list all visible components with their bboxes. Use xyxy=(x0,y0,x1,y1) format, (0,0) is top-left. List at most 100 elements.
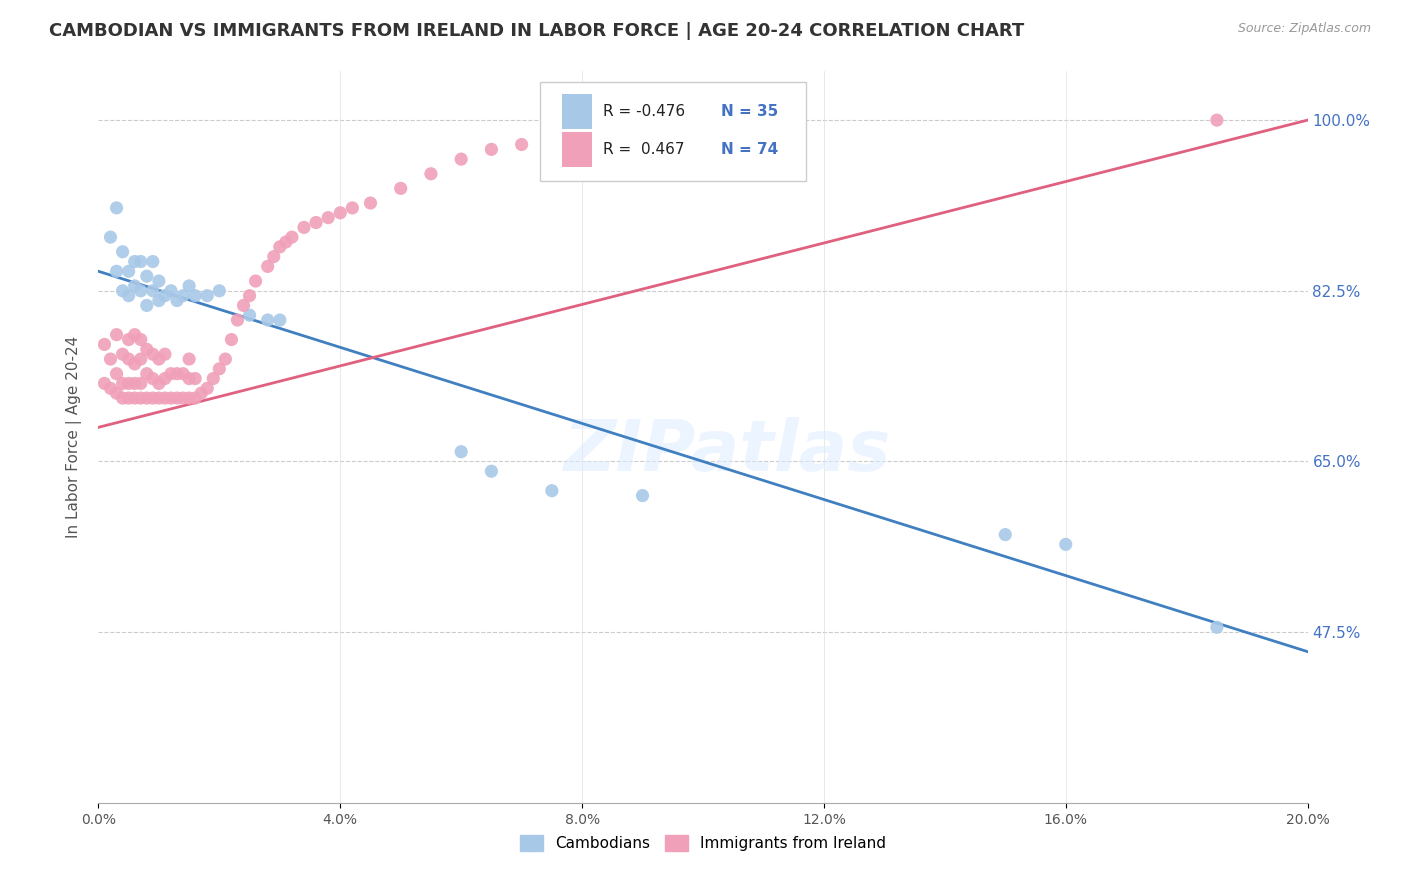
Point xyxy=(124,327,146,342)
Point xyxy=(100,381,122,395)
Point xyxy=(93,376,115,391)
Point xyxy=(195,288,218,302)
Point xyxy=(153,391,176,405)
Point xyxy=(135,298,157,312)
Text: R = -0.476: R = -0.476 xyxy=(603,104,685,120)
Point xyxy=(166,293,188,308)
Text: N = 74: N = 74 xyxy=(721,142,779,157)
Point xyxy=(281,230,304,244)
Point xyxy=(305,215,328,229)
Point xyxy=(135,269,157,284)
Text: R =  0.467: R = 0.467 xyxy=(603,142,685,157)
Point xyxy=(105,327,128,342)
Point xyxy=(142,254,165,268)
Point xyxy=(129,254,152,268)
Point xyxy=(389,181,412,195)
Point xyxy=(118,376,141,391)
Y-axis label: In Labor Force | Age 20-24: In Labor Force | Age 20-24 xyxy=(66,336,83,538)
Point xyxy=(329,206,352,220)
Point xyxy=(148,376,170,391)
Point xyxy=(292,220,315,235)
Point xyxy=(274,235,297,249)
Point xyxy=(179,352,201,367)
Point xyxy=(1206,620,1229,634)
Point xyxy=(148,352,170,367)
Point xyxy=(160,391,183,405)
Point xyxy=(226,313,249,327)
Point xyxy=(148,391,170,405)
Point xyxy=(631,489,654,503)
Point xyxy=(93,337,115,351)
Point xyxy=(100,352,122,367)
Point xyxy=(190,386,212,401)
Point xyxy=(118,333,141,347)
Point xyxy=(118,264,141,278)
Point xyxy=(510,137,533,152)
Point xyxy=(221,333,243,347)
Point xyxy=(481,464,503,478)
Point xyxy=(124,357,146,371)
Point xyxy=(166,391,188,405)
Point xyxy=(105,264,128,278)
Point xyxy=(179,279,201,293)
Point xyxy=(184,288,207,302)
Point xyxy=(172,288,194,302)
Text: Source: ZipAtlas.com: Source: ZipAtlas.com xyxy=(1237,22,1371,36)
Point xyxy=(450,152,472,166)
Point xyxy=(142,391,165,405)
Point xyxy=(202,371,225,385)
Point xyxy=(100,230,122,244)
Point xyxy=(105,201,128,215)
Point xyxy=(118,391,141,405)
Point xyxy=(166,367,188,381)
Point xyxy=(179,371,201,385)
Point xyxy=(450,444,472,458)
Point xyxy=(135,343,157,357)
Point xyxy=(142,284,165,298)
Point xyxy=(124,254,146,268)
Point xyxy=(142,371,165,385)
Point xyxy=(172,391,194,405)
Point xyxy=(269,313,291,327)
Point xyxy=(245,274,267,288)
Point xyxy=(129,352,152,367)
Point xyxy=(342,201,364,215)
Point xyxy=(239,288,262,302)
Point xyxy=(256,313,278,327)
Point xyxy=(153,288,176,302)
Point xyxy=(481,142,503,156)
Point xyxy=(142,347,165,361)
Point xyxy=(129,284,152,298)
Point xyxy=(118,352,141,367)
Point xyxy=(118,288,141,302)
Point xyxy=(208,361,231,376)
Point xyxy=(129,333,152,347)
Point xyxy=(269,240,291,254)
FancyBboxPatch shape xyxy=(561,94,592,129)
FancyBboxPatch shape xyxy=(561,132,592,167)
Point xyxy=(179,391,201,405)
Legend: Cambodians, Immigrants from Ireland: Cambodians, Immigrants from Ireland xyxy=(513,830,893,857)
Point xyxy=(129,391,152,405)
Point xyxy=(184,371,207,385)
Point xyxy=(316,211,339,225)
Point xyxy=(111,347,134,361)
Point xyxy=(263,250,285,264)
Text: CAMBODIAN VS IMMIGRANTS FROM IRELAND IN LABOR FORCE | AGE 20-24 CORRELATION CHAR: CAMBODIAN VS IMMIGRANTS FROM IRELAND IN … xyxy=(49,22,1025,40)
Point xyxy=(105,386,128,401)
Point xyxy=(195,381,218,395)
Point xyxy=(124,279,146,293)
Point xyxy=(360,196,382,211)
FancyBboxPatch shape xyxy=(540,82,806,181)
Text: N = 35: N = 35 xyxy=(721,104,779,120)
Point xyxy=(105,367,128,381)
Point xyxy=(111,391,134,405)
Point xyxy=(631,123,654,137)
Point xyxy=(135,391,157,405)
Point xyxy=(111,244,134,259)
Point xyxy=(160,284,183,298)
Point xyxy=(232,298,254,312)
Text: ZIPatlas: ZIPatlas xyxy=(564,417,891,486)
Point xyxy=(124,391,146,405)
Point xyxy=(420,167,443,181)
